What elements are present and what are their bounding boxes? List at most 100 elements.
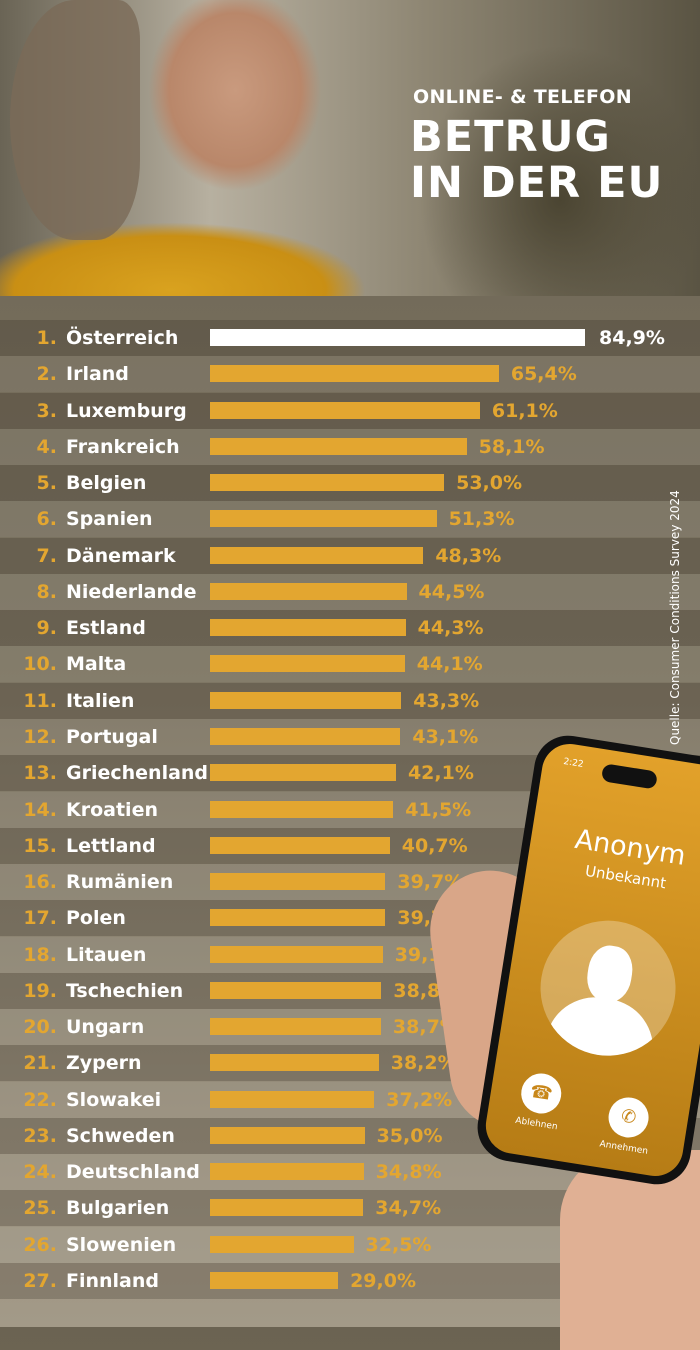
country-label: Schweden [66, 1124, 175, 1147]
title-main: BETRUG IN DER EU [410, 114, 663, 206]
bar [210, 582, 407, 600]
rank-label: 6. [36, 508, 57, 531]
country-label: Niederlande [66, 580, 197, 603]
value-label: 29,0% [350, 1270, 416, 1293]
country-label: Spanien [66, 508, 153, 531]
rank-label: 1. [36, 327, 57, 349]
source-note: Quelle: Consumer Conditions Survey 2024 [668, 490, 682, 745]
country-label: Ungarn [66, 1016, 145, 1039]
bar [210, 909, 386, 927]
value-label: 58,1% [478, 435, 545, 458]
chart-row: 3. Luxemburg 61,1% [0, 392, 700, 429]
value-label: 32,5% [365, 1233, 432, 1256]
country-label: Slowenien [66, 1233, 177, 1256]
rank-label: 24. [23, 1161, 57, 1184]
bar [210, 329, 585, 346]
value-label: 48,3% [435, 544, 502, 567]
bar [210, 365, 499, 383]
value-label: 84,9% [599, 327, 665, 349]
bar [210, 474, 445, 492]
bar [210, 1090, 375, 1108]
value-label: 37,2% [386, 1088, 453, 1111]
rank-label: 4. [36, 435, 57, 458]
bar [210, 1018, 381, 1036]
rank-label: 9. [36, 617, 57, 640]
country-label: Kroatien [66, 798, 158, 821]
bar [210, 981, 382, 999]
decline-label: Ablehnen [514, 1115, 559, 1133]
hand-palm-image [560, 1150, 700, 1350]
value-label: 44,3% [417, 617, 484, 640]
rank-label: 26. [23, 1233, 57, 1256]
rank-label: 17. [23, 907, 57, 930]
rank-label: 16. [23, 871, 57, 894]
chart-row: 5. Belgien 53,0% [0, 465, 700, 502]
value-label: 40,7% [401, 834, 468, 857]
country-label: Slowakei [66, 1088, 162, 1111]
country-label: Dänemark [66, 544, 176, 567]
rank-label: 22. [23, 1088, 57, 1111]
chart-row: 8. Niederlande 44,5% [0, 573, 700, 610]
bar [210, 764, 396, 782]
bar [210, 945, 383, 963]
chart-row: 10. Malta 44,1% [0, 646, 700, 683]
rank-label: 7. [36, 544, 57, 567]
bar [210, 1199, 364, 1217]
value-label: 44,5% [418, 580, 485, 603]
bar [210, 619, 406, 637]
dynamic-island [600, 763, 659, 790]
country-label: Litauen [66, 943, 147, 966]
rank-label: 19. [23, 979, 57, 1002]
value-label: 65,4% [510, 363, 577, 386]
country-label: Rumänien [66, 871, 174, 894]
bar [210, 727, 401, 745]
accept-call-icon: ✆ [605, 1094, 652, 1141]
rank-label: 11. [23, 689, 57, 712]
value-label: 35,0% [376, 1124, 443, 1147]
country-label: Finnland [66, 1270, 160, 1293]
bar [210, 655, 405, 673]
country-label: Frankreich [66, 435, 180, 458]
rank-label: 2. [36, 363, 57, 386]
country-label: Zypern [66, 1052, 142, 1075]
value-label: 61,1% [491, 399, 558, 422]
rank-label: 18. [23, 943, 57, 966]
value-label: 51,3% [448, 508, 515, 531]
phone-time: 2:22 [562, 756, 585, 770]
chart-row: 11. Italien 43,3% [0, 682, 700, 719]
value-label: 53,0% [456, 472, 523, 495]
title-subtitle: ONLINE- & TELEFON [413, 86, 632, 108]
country-label: Malta [66, 653, 127, 676]
bar [210, 1235, 354, 1253]
header-photo [0, 0, 700, 296]
rank-label: 13. [23, 762, 57, 785]
bar [210, 510, 437, 528]
value-label: 38,2% [390, 1052, 457, 1075]
rank-label: 27. [23, 1270, 57, 1293]
value-label: 43,1% [412, 725, 479, 748]
bar [210, 800, 394, 818]
bar [210, 546, 424, 564]
chart-row: 2. Irland 65,4% [0, 356, 700, 393]
rank-label: 23. [23, 1124, 57, 1147]
country-label: Deutschland [66, 1161, 200, 1184]
country-label: Tschechien [66, 979, 184, 1002]
rank-label: 3. [36, 399, 57, 422]
rank-label: 14. [23, 798, 57, 821]
country-label: Belgien [66, 472, 147, 495]
country-label: Italien [66, 689, 135, 712]
bar [210, 1272, 339, 1290]
country-label: Griechenland [66, 762, 209, 785]
person-silhouette-icon [530, 910, 686, 1066]
value-label: 34,8% [375, 1161, 442, 1184]
rank-label: 20. [23, 1016, 57, 1039]
country-label: Irland [66, 363, 129, 386]
chart-row: 7. Dänemark 48,3% [0, 537, 700, 574]
country-label: Österreich [66, 327, 179, 349]
value-label: 42,1% [407, 762, 474, 785]
rank-label: 25. [23, 1197, 57, 1220]
value-label: 34,7% [375, 1197, 442, 1220]
title-line-2: IN DER EU [410, 158, 664, 208]
chart-row: 1. Österreich 84,9% [0, 320, 700, 356]
title-line-1: BETRUG [410, 112, 611, 162]
